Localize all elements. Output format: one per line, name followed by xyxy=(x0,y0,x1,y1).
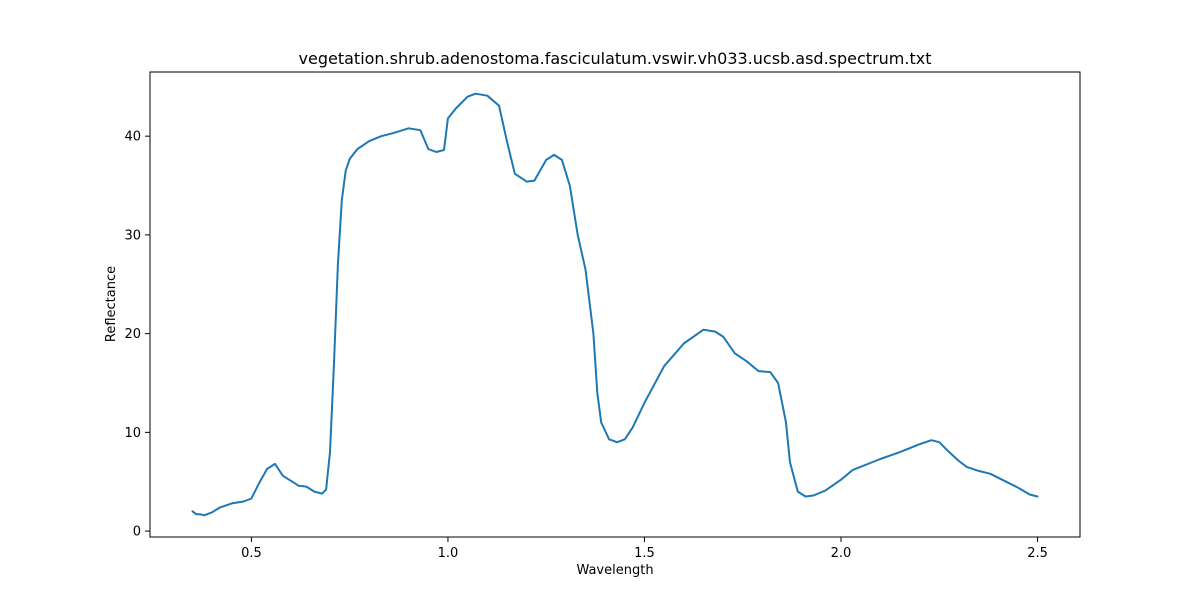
y-axis-ticks: 0 10 20 30 40 xyxy=(124,130,150,540)
y-tick-label: 30 xyxy=(124,228,141,243)
x-tick-label: 2.5 xyxy=(1027,546,1048,561)
series-lines xyxy=(191,92,1039,517)
chart-title: vegetation.shrub.adenostoma.fasciculatum… xyxy=(299,49,932,68)
series-line xyxy=(191,92,1039,517)
x-tick-label: 1.5 xyxy=(634,546,655,561)
y-tick-label: 40 xyxy=(124,130,141,145)
axes-frame xyxy=(149,71,1081,538)
x-axis-ticks: 0.5 1.0 1.5 2.0 2.5 xyxy=(241,537,1048,561)
y-tick-label: 10 xyxy=(124,426,141,441)
x-tick-label: 2.0 xyxy=(831,546,852,561)
y-tick-label: 20 xyxy=(124,327,141,342)
x-tick-label: 0.5 xyxy=(241,546,262,561)
y-axis-label: Reflectance xyxy=(104,266,119,342)
y-tick-label: 0 xyxy=(133,525,141,540)
x-axis-label: Wavelength xyxy=(576,563,653,578)
x-tick-label: 1.0 xyxy=(438,546,459,561)
